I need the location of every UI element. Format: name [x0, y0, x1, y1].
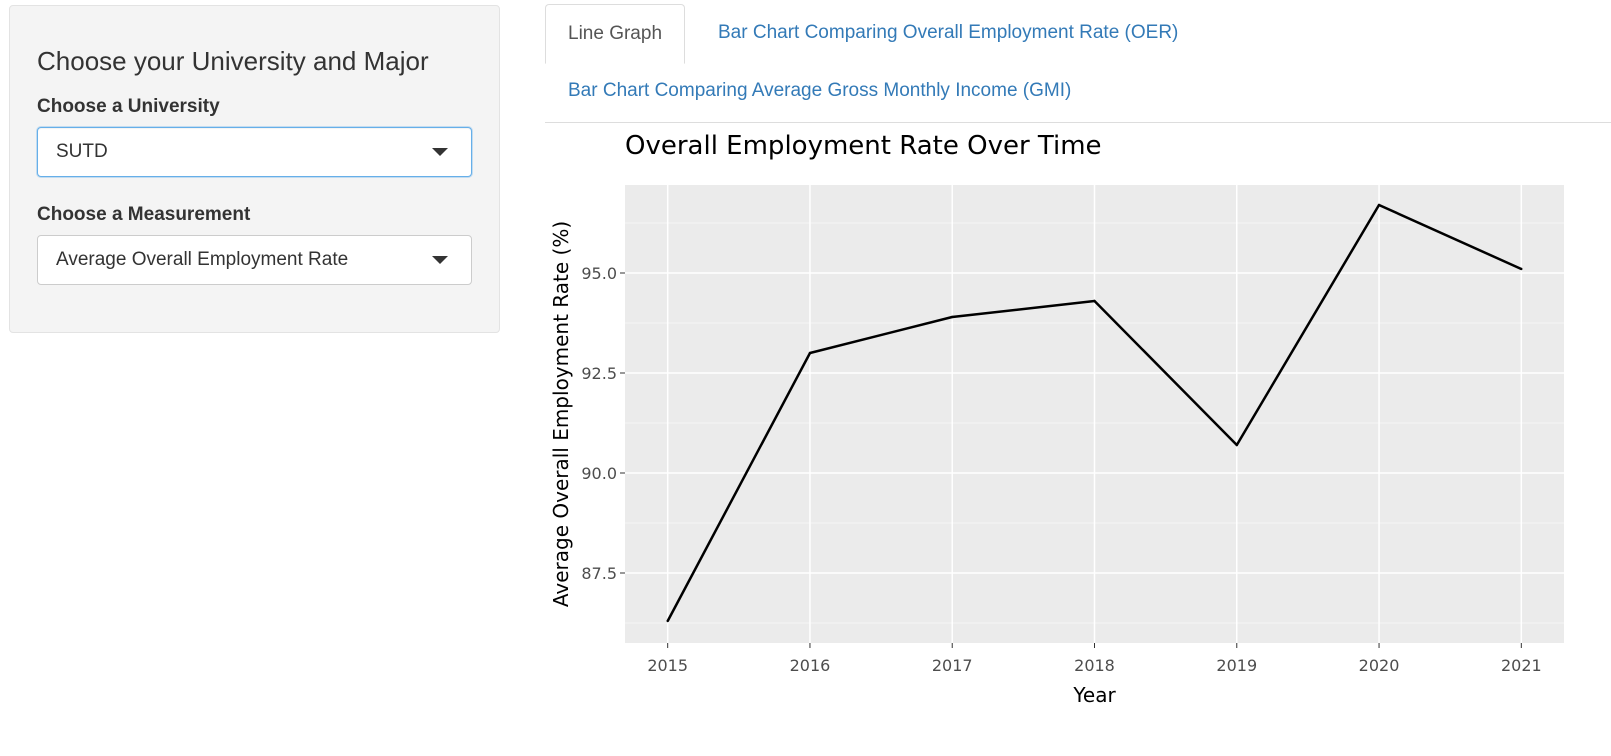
x-tick-label: 2016 [790, 656, 831, 675]
tabs-divider [545, 122, 1611, 123]
y-axis-label: Average Overall Employment Rate (%) [549, 221, 573, 607]
line-chart: Overall Employment Rate Over Time 87.5 90… [549, 131, 1564, 707]
x-tick-label: 2018 [1074, 656, 1115, 675]
measurement-select[interactable]: Average Overall Employment Rate [37, 235, 472, 285]
x-axis-ticks: 2015 2016 2017 2018 2019 2020 2021 [647, 643, 1542, 675]
measurement-select-value: Average Overall Employment Rate [56, 249, 349, 270]
data-points [666, 203, 1523, 623]
data-point [666, 619, 669, 623]
y-tick-label: 92.5 [581, 364, 617, 383]
chart-title: Overall Employment Rate Over Time [625, 131, 1102, 161]
x-tick-label: 2017 [932, 656, 973, 675]
data-point [1520, 267, 1523, 271]
tab-line-graph[interactable]: Line Graph [545, 4, 686, 64]
data-point [808, 351, 812, 355]
caret-down-icon [432, 148, 448, 156]
y-tick-label: 95.0 [581, 264, 617, 283]
y-axis-ticks: 87.5 90.0 92.5 95.0 [581, 264, 625, 583]
x-axis-label: Year [1072, 683, 1116, 707]
x-tick-label: 2021 [1501, 656, 1542, 675]
data-point [1377, 203, 1381, 207]
data-point [1093, 299, 1096, 303]
data-point [951, 315, 954, 319]
tab-bar-chart-oer[interactable]: Bar Chart Comparing Overall Employment R… [718, 22, 1179, 43]
x-tick-label: 2015 [647, 656, 688, 675]
measurement-label: Choose a Measurement [37, 204, 251, 225]
major-grid [625, 185, 1564, 643]
tab-bar-chart-gmi[interactable]: Bar Chart Comparing Average Gross Monthl… [568, 80, 1072, 101]
y-tick-label: 87.5 [581, 564, 617, 583]
x-tick-label: 2020 [1359, 656, 1400, 675]
y-tick-label: 90.0 [581, 464, 617, 483]
sidebar-title: Choose your University and Major [37, 46, 429, 76]
chart-container: Overall Employment Rate Over Time 87.5 90… [545, 123, 1611, 751]
university-select[interactable]: SUTD [37, 127, 472, 177]
x-tick-label: 2019 [1216, 656, 1257, 675]
university-select-value: SUTD [56, 141, 108, 162]
tab-bar: Line Graph Bar Chart Comparing Overall E… [545, 4, 1611, 123]
sidebar-panel: Choose your University and Major Choose … [9, 5, 500, 333]
university-label: Choose a University [37, 96, 220, 117]
data-point [1235, 443, 1238, 447]
caret-down-icon [432, 256, 448, 264]
